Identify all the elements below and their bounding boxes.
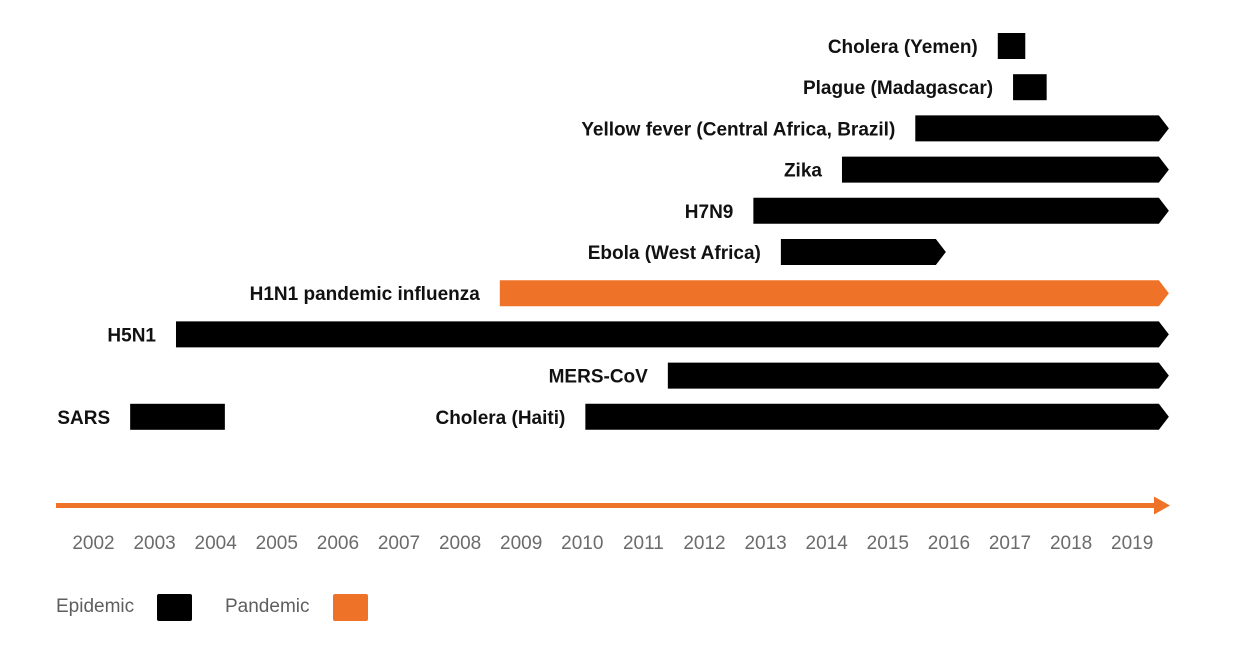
legend: Epidemic Pandemic: [56, 594, 368, 621]
bar-sars: [130, 403, 225, 430]
bar-h7n9: [753, 197, 1169, 224]
legend-swatch-epidemic: [157, 594, 192, 621]
label-h1n1-pandemic-influenza: H1N1 pandemic influenza: [250, 284, 481, 305]
tick-2010: 2010: [561, 533, 603, 554]
label-ebola-west-africa: Ebola (West Africa): [588, 243, 761, 264]
tick-2013: 2013: [744, 533, 786, 554]
tick-2017: 2017: [989, 533, 1031, 554]
label-cholera-yemen: Cholera (Yemen): [828, 37, 978, 58]
label-yellow-fever-central-africa-brazil: Yellow fever (Central Africa, Brazil): [581, 119, 895, 140]
tick-2004: 2004: [195, 533, 238, 554]
bar-mers-cov: [667, 362, 1169, 389]
bar-yellow-fever-central-africa-brazil: [915, 115, 1169, 142]
label-h7n9: H7N9: [685, 202, 734, 223]
tick-2009: 2009: [500, 533, 542, 554]
time-axis: [56, 496, 1170, 515]
axis-arrowhead: [1154, 496, 1170, 515]
tick-2014: 2014: [806, 533, 849, 554]
event-labels: Cholera (Yemen) Plague (Madagascar) Yellow…: [57, 37, 993, 429]
label-zika: Zika: [784, 161, 822, 182]
bar-h5n1: [175, 321, 1169, 348]
tick-2012: 2012: [683, 533, 725, 554]
event-bars: [130, 33, 1169, 430]
label-h5n1: H5N1: [107, 325, 156, 346]
bar-plague-madagascar: [1013, 74, 1047, 101]
bar-ebola-west-africa: [780, 239, 946, 265]
label-cholera-haiti: Cholera (Haiti): [435, 408, 565, 429]
bar-h1n1-pandemic-influenza: [499, 280, 1169, 307]
tick-2015: 2015: [867, 533, 909, 554]
tick-2016: 2016: [928, 533, 970, 554]
bar-cholera-haiti: [585, 403, 1169, 430]
tick-2019: 2019: [1111, 533, 1153, 554]
tick-2003: 2003: [133, 533, 175, 554]
label-mers-cov: MERS-CoV: [549, 367, 649, 388]
legend-swatch-pandemic: [333, 594, 368, 621]
legend-label-pandemic: Pandemic: [225, 596, 310, 617]
axis-line: [56, 503, 1156, 508]
year-tick-labels: 2002 2003 2004 2005 2006 2007 2008 2009 2010 2011…: [72, 533, 1153, 554]
label-sars: SARS: [57, 408, 110, 429]
tick-2007: 2007: [378, 533, 420, 554]
label-plague-madagascar: Plague (Madagascar): [803, 78, 993, 99]
bar-cholera-yemen: [997, 33, 1026, 59]
tick-2018: 2018: [1050, 533, 1092, 554]
bar-zika: [841, 156, 1169, 183]
tick-2006: 2006: [317, 533, 359, 554]
tick-2005: 2005: [256, 533, 298, 554]
tick-2002: 2002: [72, 533, 114, 554]
tick-2008: 2008: [439, 533, 481, 554]
tick-2011: 2011: [623, 533, 664, 554]
legend-label-epidemic: Epidemic: [56, 596, 134, 617]
